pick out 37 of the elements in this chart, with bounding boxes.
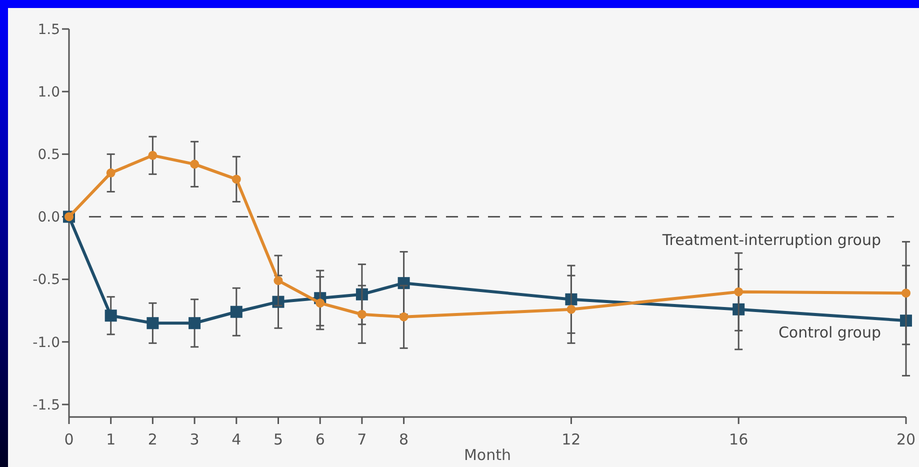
point — [146, 317, 159, 330]
point — [188, 317, 201, 330]
point — [316, 298, 325, 308]
y-tick-label: -1.5 — [32, 397, 60, 414]
x-tick-label: 0 — [64, 430, 74, 448]
point — [148, 150, 158, 160]
x-tick-label: 8 — [399, 430, 409, 448]
y-tick-label: 1.0 — [38, 84, 60, 100]
point — [566, 304, 576, 314]
x-tick-label: 6 — [315, 430, 325, 448]
x-tick-label: 2 — [148, 430, 158, 448]
x-tick-label: 16 — [729, 430, 748, 448]
y-tick-label: 1.5 — [38, 22, 60, 38]
series-label: Control group — [778, 324, 881, 342]
y-tick-label: 0.5 — [38, 147, 60, 164]
x-tick-label: 1 — [106, 430, 116, 448]
point — [734, 287, 744, 296]
x-tick-label: 5 — [273, 430, 284, 448]
y-tick-label: -1.0 — [32, 334, 60, 351]
x-tick-label: 12 — [562, 430, 581, 448]
y-tick-label: -0.5 — [32, 272, 60, 288]
point — [232, 174, 241, 184]
x-axis-title: Month — [464, 446, 512, 464]
x-tick-label: 4 — [232, 430, 242, 448]
point — [230, 306, 242, 318]
text: Treatment-interruption group — [661, 231, 881, 250]
point — [399, 312, 408, 322]
y-tick-label: 0.0 — [38, 210, 60, 226]
point — [190, 160, 200, 169]
x-tick-label: 20 — [896, 430, 916, 448]
point — [902, 288, 910, 298]
point — [274, 276, 283, 286]
point — [104, 310, 117, 322]
x-tick-label: 7 — [357, 430, 367, 448]
point — [357, 310, 366, 319]
point — [106, 168, 116, 178]
x-tick-label: 3 — [190, 430, 200, 448]
